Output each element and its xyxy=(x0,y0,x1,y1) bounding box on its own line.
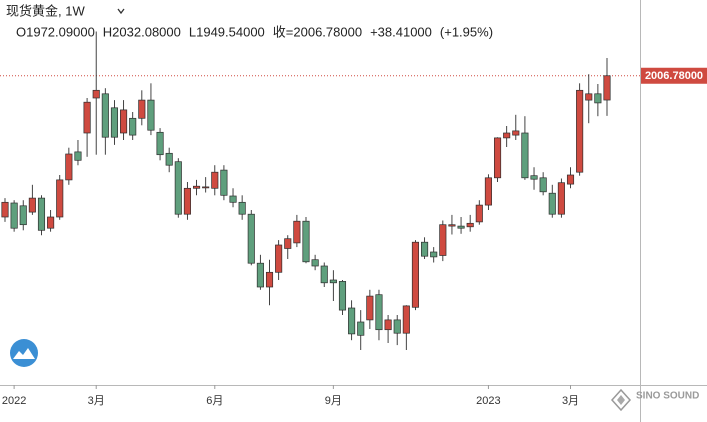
x-tick-label: 6月 xyxy=(206,395,223,407)
ohlc-label: 收=2006.78000 xyxy=(273,24,362,39)
candle-body xyxy=(147,99,155,131)
candle-body xyxy=(65,153,73,181)
candle-body xyxy=(375,294,383,331)
candle-body xyxy=(247,213,255,264)
candle-body xyxy=(19,205,27,226)
ohlc-label: H2032.08000 xyxy=(103,24,181,39)
candle-body xyxy=(211,171,219,189)
x-tick-label: 2022 xyxy=(2,395,26,407)
candle-body xyxy=(202,186,210,189)
candle-body xyxy=(594,93,602,104)
candle-body xyxy=(603,75,611,101)
last-price-box xyxy=(641,67,707,84)
candle-body xyxy=(101,93,109,138)
candle-body xyxy=(320,265,328,284)
watermark-logo xyxy=(610,388,632,412)
candle-body xyxy=(165,152,173,166)
candle-body xyxy=(357,321,365,336)
candle-body xyxy=(1,201,9,218)
x-tick-label: 2023 xyxy=(476,395,500,407)
x-tick-label: 9月 xyxy=(325,395,342,407)
last-price-label: 2006.78000 xyxy=(645,70,703,82)
candle-body xyxy=(37,197,46,231)
logo[interactable] xyxy=(10,339,38,367)
candle-body xyxy=(430,251,438,258)
candle-body xyxy=(393,319,401,334)
ohlc-label: +38.41000 xyxy=(370,24,432,39)
candle-body xyxy=(466,222,474,228)
candle-body xyxy=(493,137,502,179)
candle-body xyxy=(83,101,91,134)
candle-body xyxy=(539,177,547,193)
candle-body xyxy=(28,197,36,213)
candle-body xyxy=(275,244,283,273)
interval-dropdown[interactable] xyxy=(117,8,125,15)
candle-body xyxy=(411,241,420,308)
candle-body xyxy=(311,259,319,267)
ohlc-label: L1949.54000 xyxy=(189,24,265,39)
candle-body xyxy=(457,225,465,229)
candle-body xyxy=(521,132,529,179)
candle-body xyxy=(183,187,191,215)
candle-body xyxy=(56,179,64,218)
candle-body xyxy=(138,99,146,119)
candle-body xyxy=(129,117,137,136)
candle-body xyxy=(566,174,575,185)
candle-body xyxy=(156,131,164,156)
candle-body xyxy=(348,307,356,335)
candle-body xyxy=(484,177,492,206)
x-tick-label: 3月 xyxy=(88,395,105,407)
candle-body xyxy=(384,319,392,331)
candle-body xyxy=(512,130,520,136)
candle-body xyxy=(338,281,347,311)
candle-body xyxy=(448,224,456,227)
candle-body xyxy=(120,109,128,134)
candle-body xyxy=(238,201,246,215)
candle-body xyxy=(548,192,556,215)
candle-body xyxy=(47,216,55,229)
candle-body xyxy=(402,305,410,334)
candle-body xyxy=(530,175,538,180)
candle-body xyxy=(503,132,511,139)
candle-body xyxy=(439,224,447,256)
candle-body xyxy=(421,241,429,257)
candle-body xyxy=(110,107,119,138)
candle-body xyxy=(265,271,274,288)
ohlc-label: O1972.09000 xyxy=(16,24,95,39)
candle-body xyxy=(229,195,237,203)
x-tick-label: 3月 xyxy=(562,395,579,407)
candle-body xyxy=(10,202,18,229)
candle-body xyxy=(256,262,264,288)
candle-body xyxy=(585,93,593,101)
candle-body xyxy=(174,161,182,215)
ohlc-label: (+1.95%) xyxy=(440,24,493,39)
candle-body xyxy=(74,151,82,161)
watermark: SINO SOUND xyxy=(636,391,699,402)
candle-body xyxy=(557,182,565,215)
candle-body xyxy=(302,220,310,263)
candle-body xyxy=(284,238,292,249)
chart-title: 现货黄金, 1W xyxy=(6,3,85,18)
candle-body xyxy=(475,204,483,223)
candle-body xyxy=(293,220,301,244)
candle-body xyxy=(92,89,100,99)
candle-body xyxy=(192,185,201,189)
candle-body xyxy=(366,295,374,321)
candle-body xyxy=(576,89,584,173)
candle-body xyxy=(220,169,228,196)
candle-body xyxy=(329,279,337,284)
